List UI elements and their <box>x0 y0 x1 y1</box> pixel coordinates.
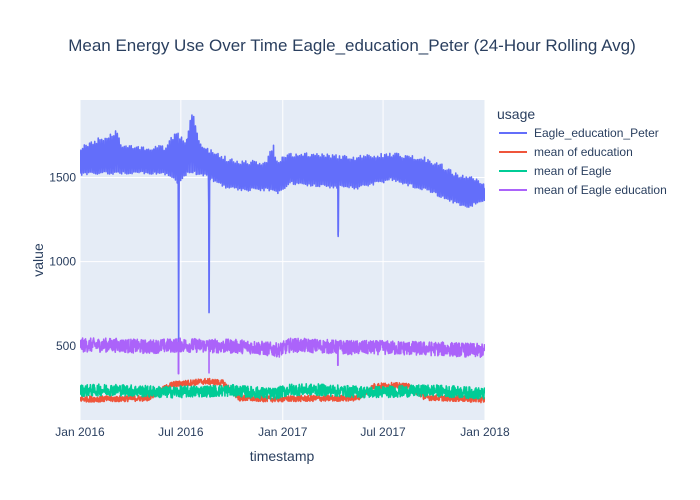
legend-label: mean of Eagle <box>534 164 612 178</box>
x-tick-label: Jan 2017 <box>258 425 308 439</box>
series-layer <box>80 114 485 404</box>
x-axis-ticks: Jan 2016 Jul 2016 Jan 2017 Jul 2017 Jan 2018 <box>55 425 510 439</box>
y-tick-label: 500 <box>56 339 76 353</box>
legend-label: mean of education <box>534 145 633 159</box>
legend-title: usage <box>497 106 535 122</box>
series-line[interactable] <box>80 337 485 375</box>
legend-item[interactable]: mean of education <box>499 145 633 159</box>
x-axis-title: timestamp <box>250 448 315 464</box>
legend-item[interactable]: Eagle_education_Peter <box>499 126 659 140</box>
y-tick-label: 1500 <box>49 170 76 184</box>
legend-label: Eagle_education_Peter <box>534 126 659 140</box>
x-tick-label: Jan 2016 <box>55 425 105 439</box>
y-axis-ticks: 500 1000 1500 <box>49 170 76 352</box>
legend-item[interactable]: mean of Eagle <box>499 164 612 178</box>
x-tick-label: Jan 2018 <box>460 425 510 439</box>
y-tick-label: 1000 <box>49 255 76 269</box>
legend-item[interactable]: mean of Eagle education <box>499 183 667 197</box>
series-line[interactable] <box>80 383 485 400</box>
x-tick-label: Jul 2017 <box>360 425 406 439</box>
legend-label: mean of Eagle education <box>534 183 667 197</box>
x-tick-label: Jul 2016 <box>158 425 204 439</box>
y-axis-title: value <box>30 243 46 277</box>
chart-title: Mean Energy Use Over Time Eagle_educatio… <box>68 36 636 55</box>
series-line[interactable] <box>80 114 485 351</box>
